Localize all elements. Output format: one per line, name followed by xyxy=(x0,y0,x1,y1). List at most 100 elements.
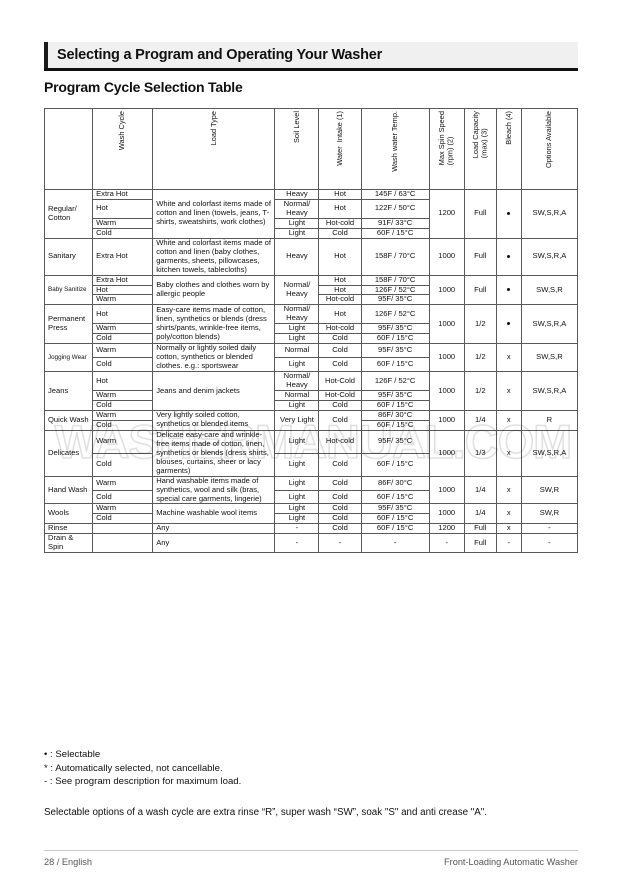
cell-water-0-3: Cold xyxy=(318,227,362,239)
cell-soil-7-0: Light xyxy=(274,429,320,454)
table-row: Jeans Hot Jeans and denim jackets Normal/ H… xyxy=(43,371,579,411)
cell-wash-0-1: Hot xyxy=(92,198,154,219)
legend-line-automatic: * : Automatically selected, not cancella… xyxy=(44,762,223,774)
col-header-soil: Soil Level xyxy=(274,108,320,190)
cell-wash-3-0: Hot xyxy=(92,304,154,325)
program-cycle-table-wrap: Wash Cycle Load Type Soil Level Water Intak… xyxy=(43,108,579,554)
cell-wash-9-1: Cold xyxy=(92,513,154,525)
cell-capacity-9: 1/4 xyxy=(463,503,497,525)
cell-water-1-0: Hot xyxy=(318,237,362,276)
cell-water-0-2: Hot-cold xyxy=(318,217,362,229)
cell-soil-4-1: Light xyxy=(274,357,320,373)
cell-spin-0: 1200 xyxy=(428,189,465,239)
cell-wash-2-2: Warm xyxy=(92,294,154,306)
cell-load-11: Any xyxy=(152,533,276,554)
cell-temp-5-0: 126F / 52°C xyxy=(360,371,430,392)
cell-cycle-7: Delicates xyxy=(43,429,94,477)
cell-spin-5: 1000 xyxy=(428,371,465,411)
table-row: Cold Light Cold 60F / 15°C xyxy=(45,357,578,373)
cell-cycle-9: Wools xyxy=(43,503,94,525)
cell-cycle-0: Regular/ Cotton xyxy=(43,189,94,239)
footer-page-number: 28 / English xyxy=(44,857,93,867)
col-header-bleach: Bleach (4) xyxy=(495,108,522,190)
cell-options-11: - xyxy=(520,533,579,554)
cell-load-1: White and colorfast items made of cotton… xyxy=(152,237,276,276)
legend-line-selectable: • : Selectable xyxy=(44,749,101,760)
cell-cycle-5: Jeans xyxy=(43,371,94,411)
cell-options-7: SW,S,R,A xyxy=(520,429,579,477)
cell-spin-1: 1000 xyxy=(428,237,465,276)
cell-load-8: Hand washable items made of synthetics, … xyxy=(152,475,276,505)
cell-wash-1-0: Extra Hot xyxy=(92,237,154,276)
cell-bleach-1 xyxy=(495,237,522,276)
cell-soil-9-1: Light xyxy=(274,513,320,525)
cell-spin-11: - xyxy=(428,533,465,554)
cell-options-0: SW,S,R,A xyxy=(520,189,579,239)
cell-soil-5-2: Light xyxy=(274,399,320,411)
cell-cycle-3: Permanent Press xyxy=(43,304,94,345)
cell-water-3-1: Hot-cold xyxy=(318,323,362,335)
table-row: Hand Wash Warm Hand washable items made of… xyxy=(43,475,579,505)
cell-capacity-10: Full xyxy=(463,523,497,535)
cell-water-4-1: Cold xyxy=(318,357,362,373)
cell-load-6: Very lightly soiled cotton, synthetics o… xyxy=(152,409,276,431)
cell-temp-6-1: 60F / 15°C xyxy=(360,419,430,431)
cell-soil-3-2: Light xyxy=(274,333,320,345)
cell-spin-2: 1000 xyxy=(428,274,465,306)
table-row: Cold 60F / 15°C xyxy=(45,419,578,431)
cell-soil-5-1: Normal xyxy=(274,390,320,401)
cell-temp-0-2: 91F/ 33°C xyxy=(360,217,430,229)
cell-water-9-0: Cold xyxy=(318,503,362,515)
cell-soil-8-0: Light xyxy=(274,475,320,491)
col-header-label-spin: Max Spin Speed (rpm) (2) xyxy=(437,111,455,166)
cell-water-4-0: Cold xyxy=(318,343,362,359)
cell-spin-8: 1000 xyxy=(428,475,465,505)
col-header-cycle xyxy=(43,108,94,190)
cell-soil-8-1: Light xyxy=(274,489,320,505)
footer-product-name: Front-Loading Automatic Washer xyxy=(444,857,578,867)
cell-wash-5-1: Warm xyxy=(92,390,154,401)
cell-wash-5-0: Hot xyxy=(92,371,154,392)
cell-load-3: Easy-care items made of cotton, linen, s… xyxy=(152,304,276,345)
col-header-label-bleach: Bleach (4) xyxy=(503,111,513,145)
cell-load-10: Any xyxy=(152,523,276,535)
cell-capacity-0: Full xyxy=(463,189,497,239)
cell-temp-0-1: 122F / 50°C xyxy=(360,198,430,219)
cell-bleach-4: x xyxy=(495,343,522,373)
cell-wash-10-0 xyxy=(92,523,154,535)
cell-capacity-6: 1/4 xyxy=(463,409,497,431)
cell-temp-9-1: 60F / 15°C xyxy=(360,513,430,525)
cell-cycle-11: Drain & Spin xyxy=(43,533,94,554)
cell-wash-11-0 xyxy=(92,533,154,554)
table-row: Regular/ Cotton Extra Hot White and colorf… xyxy=(43,189,579,239)
cell-temp-11-0: - xyxy=(360,533,430,554)
col-header-label-water: Water Intake (1) xyxy=(334,111,344,166)
col-header-load: Load Type xyxy=(152,108,276,190)
cell-capacity-2: Full xyxy=(463,274,497,306)
cell-soil-6: Very Light xyxy=(274,409,320,431)
cell-temp-1-0: 158F / 70°C xyxy=(360,237,430,276)
cell-temp-2-2: 95F/ 35°C xyxy=(360,294,430,306)
cell-capacity-5: 1/2 xyxy=(463,371,497,411)
cell-wash-6-1: Cold xyxy=(92,419,154,431)
table-row: Cold Light Cold 60F / 15°C xyxy=(45,489,578,505)
cell-wash-7-0: Warm xyxy=(92,429,154,454)
cell-wash-9-0: Warm xyxy=(92,503,154,515)
cell-water-10-0: Cold xyxy=(318,523,362,535)
cell-wash-3-2: Cold xyxy=(92,333,154,345)
cell-soil-11-0: - xyxy=(274,533,320,554)
cell-temp-6-0: 86F/ 30°C xyxy=(360,409,430,421)
table-row: Sanitary Extra Hot White and colorfast ite… xyxy=(43,237,579,276)
cell-options-2: SW,S,R xyxy=(520,274,579,306)
cell-temp-2-1: 126F / 52°C xyxy=(360,284,430,296)
col-header-temp: Wash water Temp. xyxy=(360,108,430,190)
col-header-label-soil: Soil Level xyxy=(291,111,301,144)
cell-soil-0-3: Light xyxy=(274,227,320,239)
cell-water-8-0: Cold xyxy=(318,475,362,491)
cell-water-9-1: Cold xyxy=(318,513,362,525)
section-header-rule xyxy=(44,68,578,71)
cell-capacity-4: 1/2 xyxy=(463,343,497,373)
selectable-options-note: Selectable options of a wash cycle are e… xyxy=(44,807,487,818)
cell-temp-7-1: 60F / 15°C xyxy=(360,452,430,477)
